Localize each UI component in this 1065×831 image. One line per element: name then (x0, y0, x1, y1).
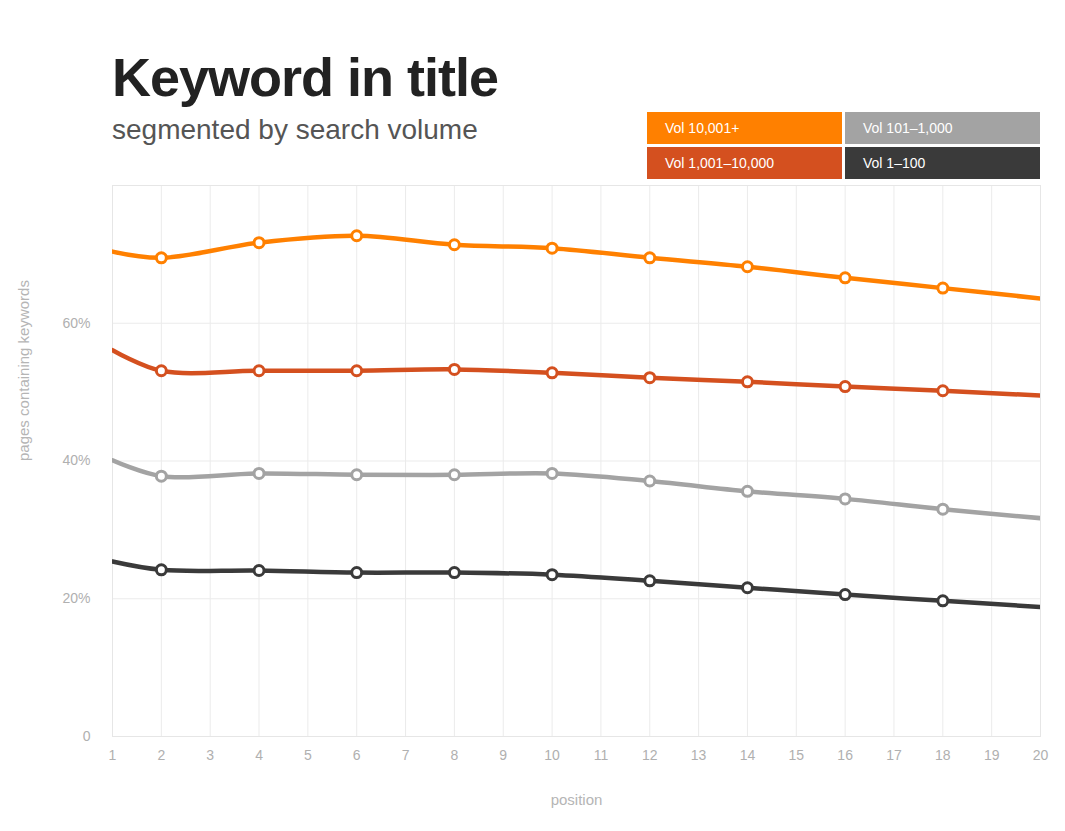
svg-text:18: 18 (935, 747, 951, 763)
html-text:Vol 1–100: Vol 1–100 (863, 155, 926, 171)
svg-text:1: 1 (109, 747, 117, 763)
html-text:segmented by search volume: segmented by search volume (112, 114, 478, 145)
svg-text:16: 16 (837, 747, 853, 763)
svg-text:11: 11 (594, 747, 609, 763)
html-text:Vol 1,001–10,000: Vol 1,001–10,000 (665, 155, 774, 171)
svg-text:14: 14 (740, 747, 756, 763)
svg-text:2: 2 (157, 747, 165, 763)
svg-text:7: 7 (402, 747, 410, 763)
html-text:Keyword in title: Keyword in title (112, 47, 498, 107)
svg-text:13: 13 (691, 747, 707, 763)
svg-text:60%: 60% (62, 315, 90, 331)
html-text:Vol 10,001+: Vol 10,001+ (665, 120, 740, 136)
svg-text:10: 10 (544, 747, 560, 763)
svg-text:0: 0 (83, 728, 91, 744)
svg-text:5: 5 (304, 747, 312, 763)
svg-text:4: 4 (255, 747, 263, 763)
svg-text:3: 3 (206, 747, 214, 763)
svg-text:20: 20 (1033, 747, 1049, 763)
svg-text:6: 6 (353, 747, 361, 763)
svg-text:40%: 40% (62, 452, 90, 468)
svg-text:20%: 20% (62, 590, 90, 606)
svg-text:8: 8 (450, 747, 458, 763)
svg-text:17: 17 (886, 747, 902, 763)
svg-text:9: 9 (499, 747, 507, 763)
svg-text:12: 12 (642, 747, 658, 763)
svg-text:15: 15 (789, 747, 805, 763)
html-text:Vol 101–1,000: Vol 101–1,000 (863, 120, 953, 136)
svg-text:position: position (551, 791, 603, 808)
svg-text:pages containing keywords: pages containing keywords (15, 280, 32, 461)
svg-text:19: 19 (984, 747, 1000, 763)
